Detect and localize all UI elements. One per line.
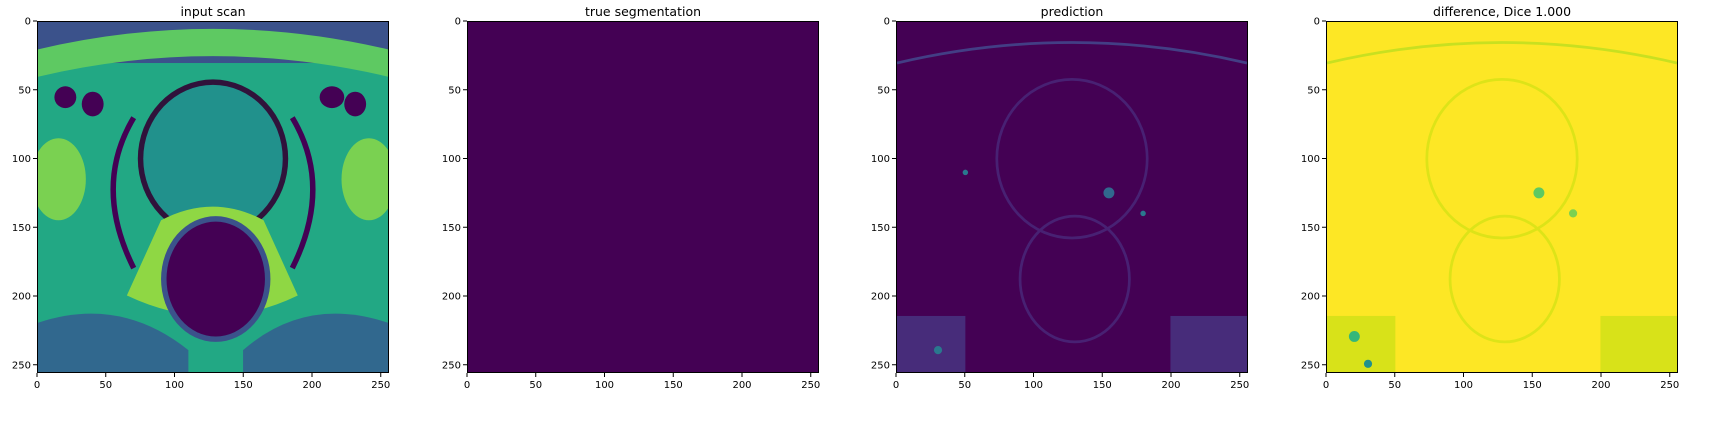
- y-tick-label: 100: [1301, 154, 1320, 165]
- x-tick-label: 200: [1161, 380, 1180, 391]
- y-tick-label: 100: [12, 154, 31, 165]
- panel-title: prediction: [1040, 4, 1104, 19]
- y-tick-label: 100: [442, 154, 461, 165]
- x-tick-label: 100: [1024, 380, 1043, 391]
- x-tick-label: 50: [1388, 380, 1401, 391]
- x-tick-label: 100: [165, 380, 184, 391]
- x-tick-label: 50: [529, 380, 542, 391]
- x-tick-label: 0: [893, 380, 899, 391]
- panel-title: input scan: [180, 4, 246, 19]
- y-tick-label: 0: [455, 17, 461, 28]
- panel-true-segmentation: true segmentation 0 0 50 50 100 100 150 150 200 2…: [432, 0, 852, 432]
- y-tick-label: 50: [18, 85, 31, 96]
- x-tick-label: 150: [1523, 380, 1542, 391]
- y-tick-label: 0: [1314, 17, 1320, 28]
- y-tick-label: 150: [1301, 223, 1320, 234]
- y-tick-label: 50: [877, 85, 890, 96]
- y-tick-label: 250: [12, 360, 31, 371]
- x-tick-label: 50: [958, 380, 971, 391]
- x-tick-label: 250: [1660, 380, 1679, 391]
- image-prediction: [896, 21, 1248, 373]
- x-tick-label: 150: [1093, 380, 1112, 391]
- y-tick-label: 250: [871, 360, 890, 371]
- axes-true-segmentation: 0 0 50 50 100 100 150 150 200 200 250 250: [442, 17, 820, 392]
- y-tick-label: 0: [25, 17, 31, 28]
- y-tick-label: 250: [442, 360, 461, 371]
- panel-prediction: prediction 0 0 50 50 100 100 150 150 200 200 250 25…: [864, 0, 1284, 432]
- image-true-segmentation: [467, 21, 819, 373]
- image-difference: [1326, 21, 1678, 373]
- panel-input-scan: input scan: [0, 0, 420, 432]
- panel-title: true segmentation: [584, 4, 702, 19]
- mri-scan-image: [38, 22, 388, 372]
- x-tick-label: 0: [34, 380, 40, 391]
- y-tick-label: 150: [442, 223, 461, 234]
- x-tick-label: 50: [99, 380, 112, 391]
- x-tick-label: 150: [664, 380, 683, 391]
- y-tick-label: 150: [12, 223, 31, 234]
- y-tick-label: 50: [448, 85, 461, 96]
- y-tick-label: 200: [1301, 292, 1320, 303]
- y-tick-label: 250: [1301, 360, 1320, 371]
- panel-title: difference, Dice 1.000: [1432, 4, 1572, 19]
- x-tick-label: 250: [371, 380, 390, 391]
- x-tick-label: 100: [595, 380, 614, 391]
- x-tick-label: 200: [732, 380, 751, 391]
- x-tick-label: 250: [801, 380, 820, 391]
- y-tick-label: 50: [1307, 85, 1320, 96]
- prediction-image: [897, 22, 1247, 372]
- x-tick-label: 0: [464, 380, 470, 391]
- difference-image: [1327, 22, 1677, 372]
- y-tick-label: 200: [442, 292, 461, 303]
- axes-input-scan: 0 0 50 50 100 100 150 150 200 200 250 250: [12, 17, 390, 392]
- y-tick-label: 0: [884, 17, 890, 28]
- x-tick-label: 250: [1230, 380, 1249, 391]
- x-tick-label: 0: [1323, 380, 1329, 391]
- x-tick-label: 100: [1454, 380, 1473, 391]
- x-tick-label: 200: [1591, 380, 1610, 391]
- image-input-scan: [37, 21, 389, 373]
- axes-difference: 0 0 50 50 100 100 150 150 200 200 250 250: [1301, 17, 1679, 392]
- y-tick-label: 150: [871, 223, 890, 234]
- x-tick-label: 200: [302, 380, 321, 391]
- x-tick-label: 150: [234, 380, 253, 391]
- y-tick-label: 200: [871, 292, 890, 303]
- y-tick-label: 100: [871, 154, 890, 165]
- panel-difference: difference, Dice 1.000 0 0 50 50 100 100 150 15…: [1296, 0, 1716, 432]
- y-tick-label: 200: [12, 292, 31, 303]
- axes-prediction: 0 0 50 50 100 100 150 150 200 200 250 250: [871, 17, 1249, 392]
